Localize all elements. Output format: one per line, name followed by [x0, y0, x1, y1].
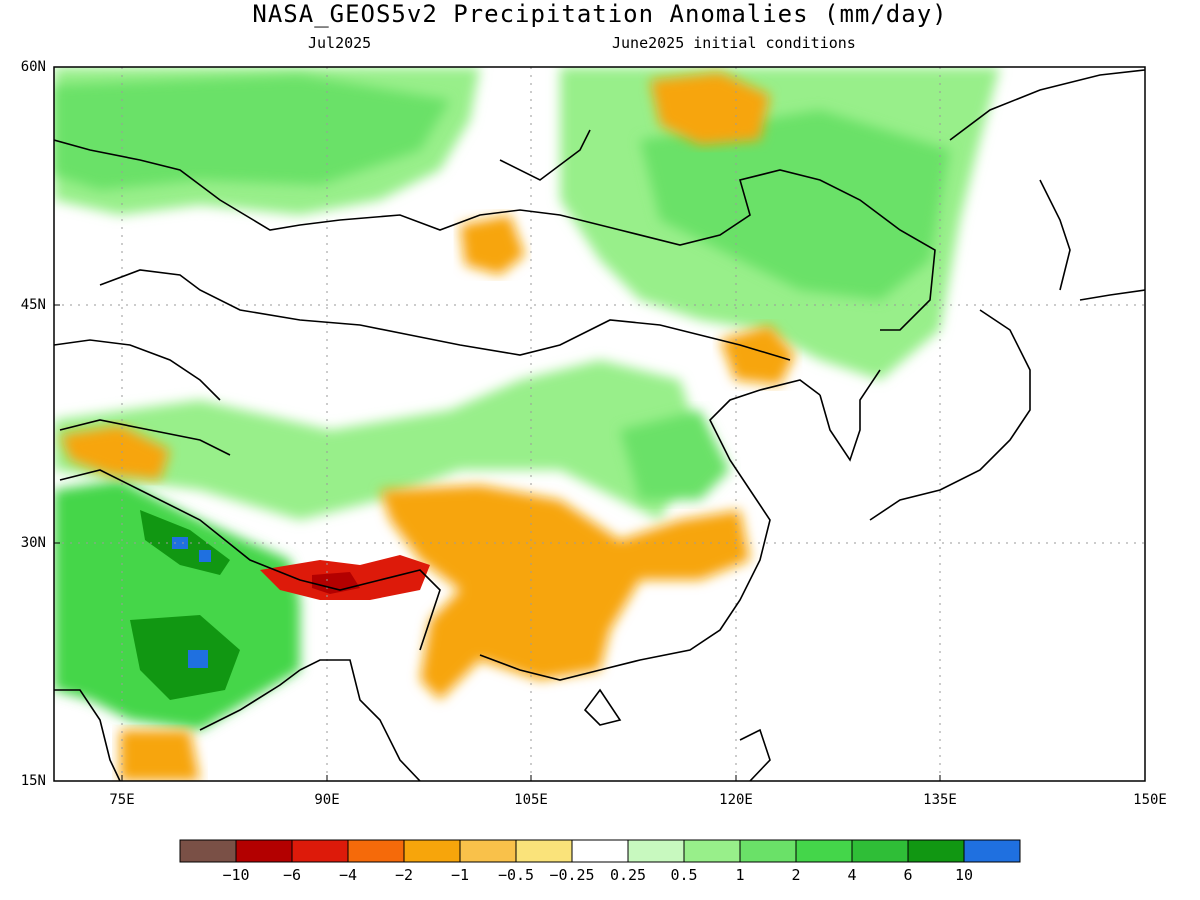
anomaly-north-wet-east-core: [640, 110, 950, 300]
colorbar-swatch: [627, 839, 685, 863]
map-title: NASA_GEOS5v2 Precipitation Anomalies (mm…: [252, 0, 948, 28]
forecast-month: Jul2025: [308, 34, 372, 52]
colorbar-swatch: [403, 839, 461, 863]
colorbar: [179, 839, 1021, 863]
grid-lines: [54, 67, 1145, 781]
colorbar-label: −2: [394, 866, 414, 884]
colorbar-label: 0.25: [609, 866, 647, 884]
anomaly-dry-russia: [650, 72, 770, 145]
colorbar-swatch: [571, 839, 629, 863]
colorbar-swatch: [347, 839, 405, 863]
anomaly-dry-manchuria: [720, 325, 795, 385]
anomaly-wet-east-china: [620, 410, 730, 500]
colorbar-swatch: [235, 839, 293, 863]
colorbar-label: 2: [791, 866, 801, 884]
coastlines: [54, 69, 1145, 781]
colorbar-swatch: [459, 839, 517, 863]
colorbar-swatch: [739, 839, 797, 863]
anomaly-wet-india-core: [130, 615, 240, 700]
colorbar-label: 1: [735, 866, 745, 884]
lat-label-45n: 45N: [20, 297, 46, 313]
anomaly-dry-mongolia: [460, 215, 525, 275]
colorbar-label: −6: [282, 866, 302, 884]
anomaly-max-india-2: [172, 537, 188, 549]
colorbar-label: 0.5: [670, 866, 698, 884]
initial-conditions: June2025 initial conditions: [612, 34, 856, 52]
lat-label-60n: 60N: [20, 59, 46, 75]
colorbar-label: −10: [222, 866, 250, 884]
lon-label-90e: 90E: [314, 792, 340, 808]
colorbar-label: −4: [338, 866, 358, 884]
colorbar-swatch: [851, 839, 909, 863]
anomaly-dry-south-india: [120, 730, 200, 781]
colorbar-swatch: [291, 839, 349, 863]
colorbar-label: 4: [847, 866, 857, 884]
anomaly-max-india-3: [199, 550, 211, 562]
lon-label-105e: 105E: [514, 792, 548, 808]
colorbar-label: 6: [903, 866, 913, 884]
anomaly-dry-kashmir: [60, 425, 170, 480]
plot-frame: [53, 66, 1146, 782]
anomaly-max-india-1: [188, 650, 208, 668]
colorbar-swatch: [515, 839, 573, 863]
lon-label-135e: 135E: [923, 792, 957, 808]
colorbar-swatch: [963, 839, 1021, 863]
colorbar-label: −1: [450, 866, 470, 884]
lon-label-150e: 150E: [1133, 792, 1167, 808]
lat-label-30n: 30N: [20, 535, 46, 551]
colorbar-label: −0.5: [497, 866, 535, 884]
anomaly-dry-south-china: [380, 485, 750, 700]
colorbar-label: 10: [954, 866, 974, 884]
lat-label-15n: 15N: [20, 773, 46, 789]
axis-ticks: [54, 66, 1146, 782]
colorbar-swatch: [683, 839, 741, 863]
colorbar-swatch: [795, 839, 853, 863]
colorbar-label: −0.25: [549, 866, 595, 884]
lon-label-120e: 120E: [719, 792, 753, 808]
lon-label-75e: 75E: [109, 792, 135, 808]
colorbar-swatch: [179, 839, 237, 863]
anomaly-field: [54, 67, 1145, 781]
colorbar-swatch: [907, 839, 965, 863]
anomaly-north-wet-west-core: [54, 75, 450, 190]
anomaly-wet-central: [54, 360, 700, 520]
